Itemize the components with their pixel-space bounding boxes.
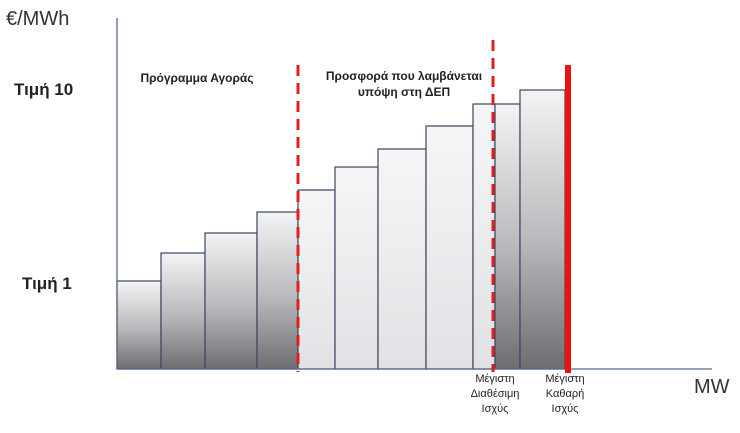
price-10-label: Τιμή 10 xyxy=(14,80,74,99)
max-net-power-label: Μέγιστη Καθαρή Ισχύς xyxy=(545,373,585,415)
step-10 xyxy=(519,89,566,370)
considered-offer-label: Προσφορά που λαμβάνεται υπόψη στη ΔΕΠ xyxy=(325,69,483,99)
step-4 xyxy=(256,211,299,370)
step-3 xyxy=(204,232,258,370)
market-schedule-label: Πρόγραμμα Αγοράς xyxy=(140,71,254,85)
max-available-power-label: Μέγιστη Διαθέσιμη Ισχύς xyxy=(470,373,520,415)
step-1 xyxy=(116,280,162,370)
step-2 xyxy=(160,252,206,370)
y-axis-label: €/MWh xyxy=(6,8,70,30)
step-8 xyxy=(425,125,474,370)
x-axis-label: MW xyxy=(694,376,730,398)
step-9-unavailable xyxy=(494,103,521,370)
step-7 xyxy=(377,148,427,370)
step-6 xyxy=(334,166,379,370)
step-5 xyxy=(297,189,336,370)
price-1-label: Τιμή 1 xyxy=(22,274,72,293)
